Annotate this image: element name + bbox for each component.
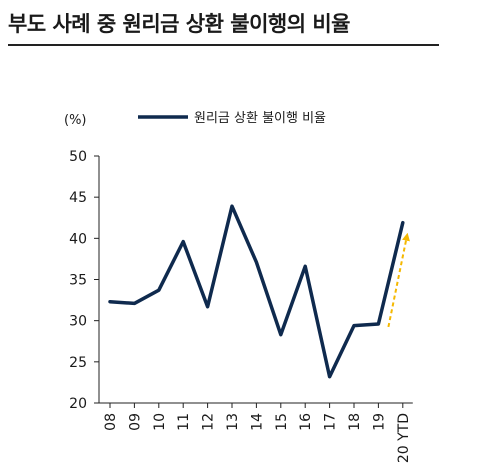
- y-tick-label: 50: [69, 149, 87, 165]
- y-axis-unit: (%): [64, 113, 87, 128]
- annotation-layer: [387, 232, 410, 328]
- x-tick-label: 12: [201, 413, 217, 431]
- annotation-arrow: [387, 232, 410, 328]
- x-tick-label: 09: [127, 413, 143, 431]
- chart-title: 부도 사례 중 원리금 상환 불이행의 비율: [8, 12, 351, 36]
- y-tick-label: 25: [69, 355, 87, 371]
- x-tick-label: 14: [249, 413, 265, 431]
- y-tick-label: 40: [69, 231, 87, 247]
- x-tick-label: 17: [323, 413, 339, 431]
- y-tick-label: 45: [69, 190, 87, 206]
- legend: 원리금 상환 불이행 비율: [138, 110, 326, 126]
- x-tick-label: 15: [274, 413, 290, 431]
- x-tick-label: 20 YTD: [396, 413, 412, 463]
- x-tick-label: 19: [371, 413, 387, 431]
- x-tick-label: 18: [347, 413, 363, 431]
- y-tick-label: 35: [69, 273, 87, 289]
- y-tick-label: 20: [69, 396, 87, 412]
- x-tick-label: 11: [176, 413, 192, 431]
- x-tick-label: 08: [103, 413, 119, 431]
- x-tick-label: 13: [225, 413, 241, 431]
- title-divider: [8, 44, 439, 46]
- x-tick-label: 10: [152, 413, 168, 431]
- x-tick-label: 16: [298, 413, 314, 431]
- y-axis: 20 25 30 35 40 45 50: [69, 149, 100, 412]
- x-axis: 08 09 10 11 12 13 14 15 16 17 18 19 20 YTD: [99, 402, 413, 463]
- legend-label: 원리금 상환 불이행 비율: [194, 110, 326, 126]
- series-layer: [108, 204, 405, 379]
- y-tick-label: 30: [69, 314, 87, 330]
- series-line: [108, 204, 405, 379]
